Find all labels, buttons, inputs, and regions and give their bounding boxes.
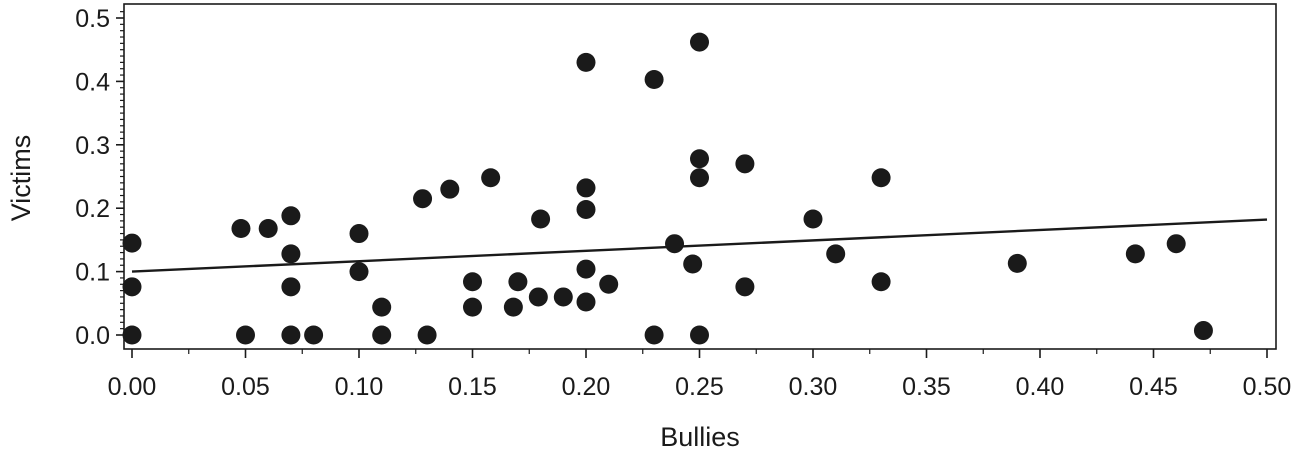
data-point	[1193, 321, 1213, 341]
data-point	[735, 154, 755, 174]
x-minor-ticks	[188, 349, 1211, 354]
y-tick-label: 0.2	[75, 195, 110, 223]
x-tick-label: 0.05	[221, 373, 270, 401]
data-point	[531, 209, 551, 229]
data-point	[281, 277, 301, 297]
data-point	[683, 254, 703, 274]
data-point	[553, 287, 573, 307]
regression-line	[131, 218, 1268, 273]
data-point	[1166, 234, 1186, 254]
data-point	[413, 189, 433, 209]
y-tick-labels: 0.0 0.1 0.2 0.3 0.4 0.5	[75, 5, 110, 350]
y-tick-label: 0.0	[75, 322, 110, 350]
y-tick-label: 0.1	[75, 259, 110, 287]
x-tick-label: 0.35	[902, 373, 951, 401]
data-point	[871, 272, 891, 292]
data-point	[690, 325, 709, 345]
x-major-ticks	[131, 349, 1268, 358]
data-point	[826, 244, 846, 264]
x-tick-label: 0.10	[335, 373, 384, 401]
y-minor-ticks	[120, 11, 124, 330]
data-point	[508, 272, 528, 292]
x-tick-label: 0.40	[1016, 373, 1065, 401]
data-point	[644, 325, 664, 345]
data-point	[735, 277, 755, 297]
data-point	[281, 206, 301, 226]
data-point	[417, 325, 437, 345]
data-point	[281, 244, 301, 264]
data-point	[304, 325, 324, 345]
data-point	[281, 325, 301, 345]
data-point	[372, 297, 392, 317]
x-tick-label: 0.30	[789, 373, 838, 401]
data-point	[122, 277, 142, 297]
x-tick-labels: 0.00 0.05 0.10 0.15 0.20 0.25 0.30 0.35 0.40 0.45…	[108, 373, 1292, 401]
data-point	[463, 272, 482, 292]
data-point	[463, 297, 482, 317]
data-point	[503, 297, 523, 317]
data-point	[576, 178, 596, 198]
data-points	[122, 32, 1213, 345]
data-point	[372, 325, 392, 345]
data-point	[122, 325, 142, 345]
x-tick-label: 0.50	[1243, 373, 1292, 401]
data-point	[665, 234, 685, 254]
data-point	[349, 262, 369, 282]
data-point	[528, 287, 548, 307]
x-tick-label: 0.15	[448, 373, 497, 401]
data-point	[576, 52, 596, 72]
data-point	[576, 292, 596, 312]
data-point	[236, 325, 255, 345]
data-point	[690, 149, 709, 169]
x-tick-label: 0.45	[1129, 373, 1178, 401]
data-point	[1125, 244, 1145, 264]
x-tick-label: 0.20	[562, 373, 611, 401]
data-point	[803, 209, 823, 229]
data-point	[576, 259, 596, 279]
data-point	[1007, 253, 1027, 273]
data-point	[231, 218, 251, 238]
y-tick-label: 0.4	[75, 68, 110, 96]
x-tick-label: 0.25	[675, 373, 724, 401]
data-point	[599, 274, 619, 294]
data-point	[644, 69, 664, 89]
x-axis-title: Bullies	[660, 422, 740, 452]
data-point	[871, 168, 891, 188]
y-tick-label: 0.3	[75, 132, 110, 160]
y-axis-title: Victims	[6, 135, 36, 222]
data-point	[258, 218, 278, 238]
data-point	[576, 199, 596, 219]
y-tick-label: 0.5	[75, 5, 110, 33]
x-tick-label: 0.00	[108, 373, 157, 401]
data-point	[690, 32, 709, 52]
data-point	[690, 168, 709, 188]
data-point	[440, 179, 460, 199]
data-point	[349, 224, 369, 244]
data-point	[122, 233, 142, 253]
data-point	[481, 168, 501, 188]
